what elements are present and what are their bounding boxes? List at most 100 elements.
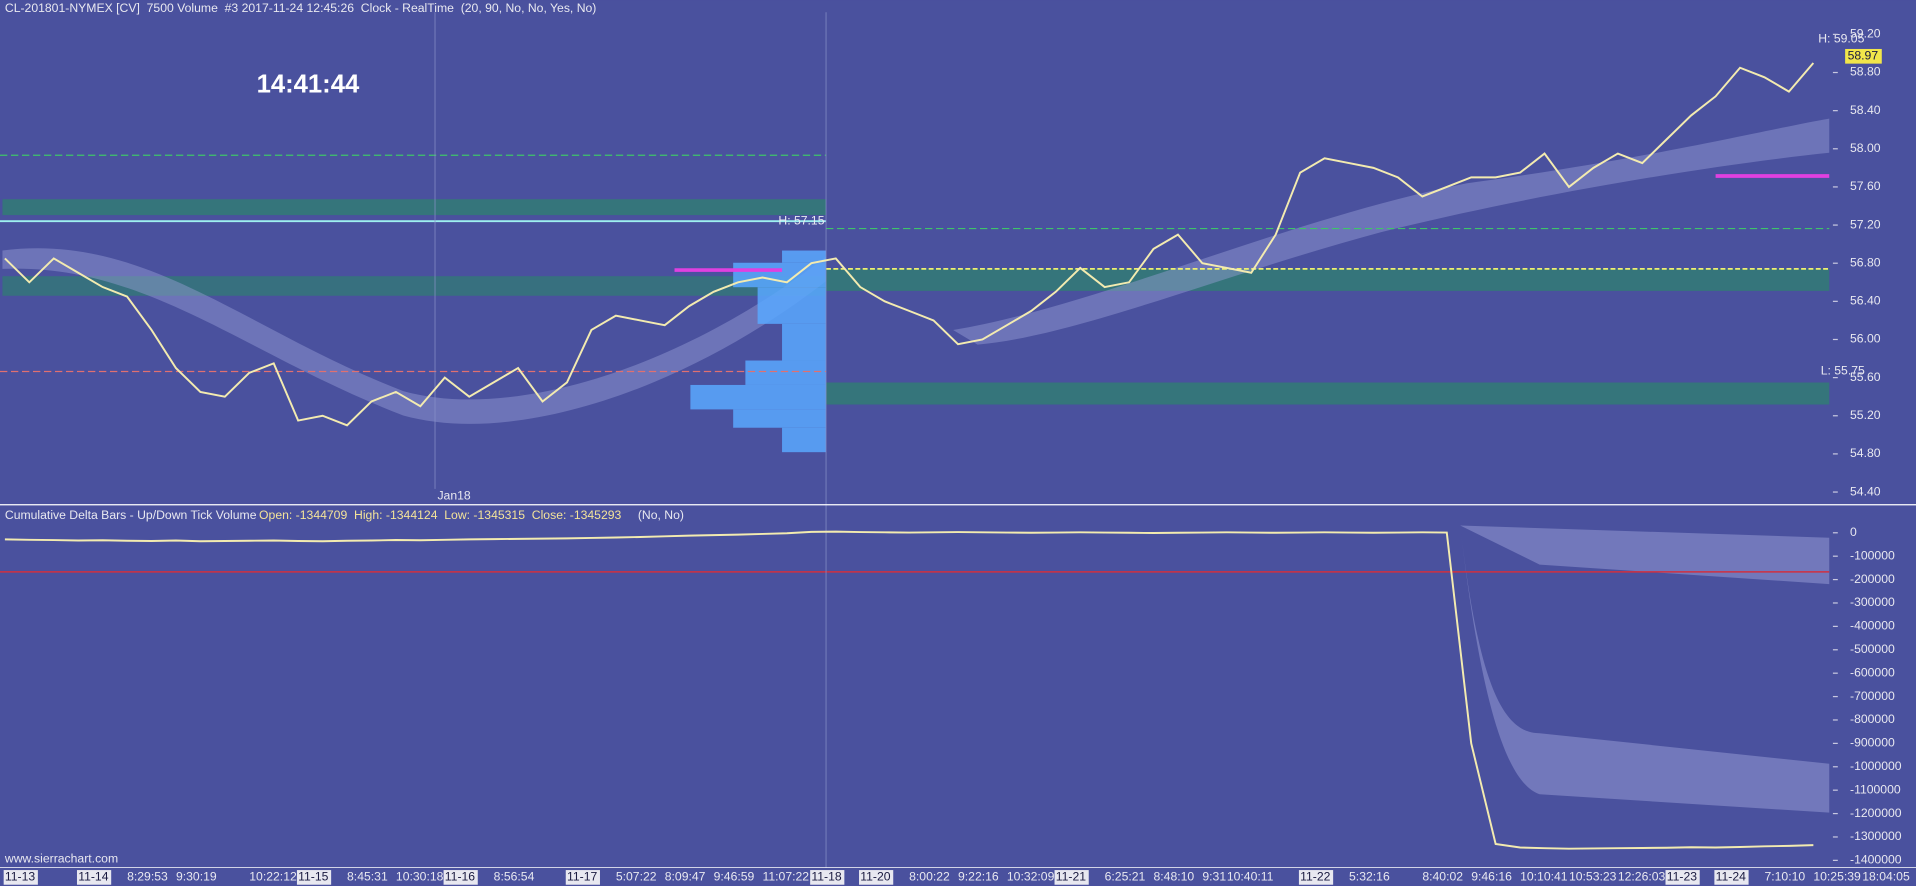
date-box [1054, 870, 1089, 885]
x-tick-label: 11-13 [5, 870, 36, 884]
y-tick-label: 54.80 [1850, 446, 1881, 460]
y-tick-label: -900000 [1850, 736, 1895, 750]
x-tick-label: 10:53:23 [1569, 870, 1617, 884]
value-zone [2, 276, 827, 296]
study-stats: Open: -1344709 High: -1344124 Low: -1345… [259, 508, 621, 522]
x-tick-label: 11:07:22 [762, 870, 809, 884]
y-tick-label: -1000000 [1850, 759, 1902, 773]
y-tick-label: 55.20 [1850, 408, 1881, 422]
x-tick-label: 10:10:41 [1520, 870, 1568, 884]
y-tick-label: 56.40 [1850, 294, 1881, 308]
study-title: Cumulative Delta Bars - Up/Down Tick Vol… [5, 508, 257, 522]
date-box [1298, 870, 1334, 885]
date-box [859, 870, 894, 885]
x-tick-label: 11-16 [445, 870, 476, 884]
date-box [810, 870, 845, 885]
x-tick-label: 8:00:22 [909, 870, 950, 884]
x-tick-label: 8:48:10 [1154, 870, 1195, 884]
x-tick-label: 10:22:12 [249, 870, 297, 884]
ma-band [1460, 525, 1830, 585]
y-tick-label: 58.00 [1850, 141, 1881, 155]
y-tick-label: -500000 [1850, 642, 1895, 656]
x-tick-label: 11-14 [78, 870, 109, 884]
annotation: H: 59.05 [1818, 31, 1864, 45]
x-tick-label: 9:46:59 [714, 870, 755, 884]
x-tick-label: 10:32:09 [1007, 870, 1055, 884]
x-tick-label: 5:07:22 [616, 870, 657, 884]
y-tick-label: 56.00 [1850, 332, 1881, 346]
x-tick-label: 8:09:47 [665, 870, 706, 884]
x-tick-label: 11-23 [1667, 870, 1698, 884]
x-tick-label: 10:25:39 [1813, 870, 1861, 884]
y-tick-label: -800000 [1850, 712, 1895, 726]
x-tick-label: 10:30:18 [396, 870, 444, 884]
x-tick-label: 9:31 [1202, 870, 1226, 884]
date-box [296, 870, 332, 885]
annotation: L: 55.75 [1821, 364, 1865, 378]
y-tick-label: -600000 [1850, 665, 1895, 679]
last-price-box [1845, 48, 1882, 64]
y-tick-label: -300000 [1850, 595, 1895, 609]
x-tick-label: 7:10:10 [1764, 870, 1805, 884]
date-box [1714, 870, 1749, 885]
ma-band [1460, 525, 1830, 813]
value-zone [2, 199, 827, 216]
last-price-label: 58.97 [1848, 49, 1879, 63]
date-box [1665, 870, 1700, 885]
x-tick-label: 11-17 [567, 870, 598, 884]
volume-profile [690, 250, 827, 453]
chart-title: CL-201801-NYMEX [CV] 7500 Volume #3 2017… [5, 1, 597, 15]
x-tick-label: 11-15 [298, 870, 329, 884]
y-tick-label: -1200000 [1850, 806, 1902, 820]
y-tick-label: -1300000 [1850, 829, 1902, 843]
ma-band [2, 248, 827, 424]
value-zone [826, 382, 1830, 405]
x-tick-label: 8:40:02 [1422, 870, 1463, 884]
date-box [443, 870, 478, 885]
x-tick-label: 5:32:16 [1349, 870, 1390, 884]
study-settings: (No, No) [638, 508, 684, 522]
y-tick-label: 57.60 [1850, 179, 1881, 193]
x-tick-label: 11-24 [1716, 870, 1747, 884]
x-tick-label: 11-20 [860, 870, 891, 884]
x-tick-label: 6:25:21 [1105, 870, 1146, 884]
x-tick-label: 9:46:16 [1471, 870, 1512, 884]
y-tick-label: 57.20 [1850, 217, 1881, 231]
x-tick-label: 8:29:53 [127, 870, 168, 884]
y-tick-label: -100000 [1850, 548, 1895, 562]
x-tick-label: 18:04:05 [1862, 870, 1910, 884]
clock: 14:41:44 [257, 70, 360, 98]
ma-band [953, 118, 1830, 345]
y-tick-label: 56.80 [1850, 255, 1881, 269]
y-tick-label: -1400000 [1850, 853, 1902, 867]
x-tick-label: 11-21 [1056, 870, 1087, 884]
y-tick-label: 59.20 [1850, 27, 1881, 41]
price-line [4, 62, 1815, 427]
watermark: www.sierrachart.com [4, 851, 118, 865]
date-box [565, 870, 600, 885]
date-box [76, 870, 112, 885]
price-line [4, 530, 1814, 850]
y-tick-label: -200000 [1850, 572, 1895, 586]
x-tick-label: 8:56:54 [494, 870, 535, 884]
y-tick-label: -400000 [1850, 619, 1895, 633]
y-tick-label: 58.40 [1850, 103, 1881, 117]
y-tick-label: -1100000 [1850, 782, 1901, 796]
y-tick-label: 0 [1850, 525, 1857, 539]
value-zone [826, 268, 1830, 291]
annotation: H: 57.15 [778, 213, 824, 227]
x-tick-label: 11-18 [811, 870, 842, 884]
y-tick-label: 58.80 [1850, 65, 1881, 79]
x-tick-label: 11-22 [1300, 870, 1331, 884]
date-box [3, 870, 38, 885]
annotation: Jan18 [437, 488, 470, 502]
x-tick-label: 8:45:31 [347, 870, 388, 884]
y-tick-label: 54.40 [1850, 484, 1881, 498]
x-tick-label: 10:40:11 [1227, 870, 1274, 884]
x-tick-label: 9:30:19 [176, 870, 217, 884]
x-tick-label: 9:22:16 [958, 870, 999, 884]
y-tick-label: -700000 [1850, 689, 1895, 703]
